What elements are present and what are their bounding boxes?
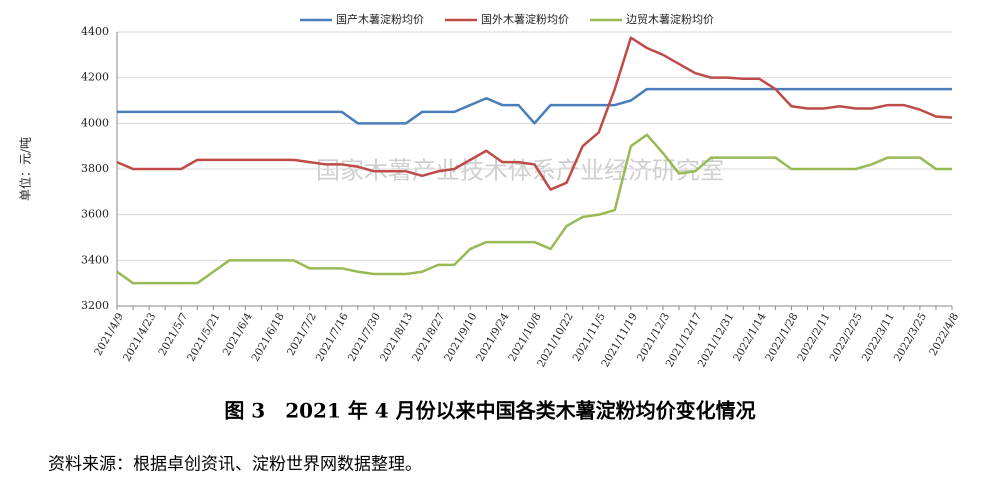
x-tick-label: 2021/4/9: [92, 311, 126, 358]
x-tick-label: 2021/7/16: [314, 311, 351, 364]
legend-label: 边贸木薯淀粉均价: [626, 12, 714, 26]
x-tick-label: 2021/5/7: [156, 311, 190, 358]
x-tick-label: 2022/3/25: [892, 311, 929, 364]
legend-label: 国产木薯淀粉均价: [336, 12, 424, 26]
series-line: [117, 87, 952, 125]
x-tick-label: 2021/8/13: [378, 311, 415, 364]
x-tick-label: 2021/10/8: [506, 311, 543, 364]
x-tick-label: 2021/6/18: [249, 311, 286, 364]
x-tick-label: 2021/4/23: [121, 311, 158, 364]
x-tick-label: 2021/12/3: [635, 311, 672, 364]
y-tick-label: 4000: [81, 116, 109, 129]
x-tick-label: 2022/1/14: [731, 311, 768, 364]
y-tick-label: 4200: [81, 71, 109, 84]
x-tick-label: 2021/5/21: [185, 311, 222, 364]
y-tick-label: 3200: [81, 299, 109, 312]
series-line: [116, 36, 953, 191]
x-tick-label: 2021/9/24: [474, 311, 511, 364]
y-tick-label: 3400: [81, 253, 109, 266]
series-line: [116, 133, 952, 285]
legend-label: 国外木薯淀粉均价: [481, 12, 569, 26]
x-tick-label: 2022/2/11: [795, 311, 832, 364]
x-tick-label: 2022/3/11: [860, 311, 897, 364]
x-tick-label: 2021/11/5: [571, 311, 608, 364]
x-tick-label: 2021/9/10: [442, 311, 479, 364]
x-tick-label: 2022/2/25: [828, 311, 865, 364]
x-tick-label: 2022/4/8: [927, 311, 961, 358]
y-tick-label: 4400: [81, 25, 109, 38]
y-tick-label: 3600: [81, 208, 109, 221]
source-note: 资料来源：根据卓创资讯、淀粉世界网数据整理。: [48, 455, 422, 475]
x-tick-label: 2021/6/4: [221, 311, 255, 358]
x-tick-label: 2021/7/30: [346, 311, 383, 364]
y-tick-label: 3800: [81, 162, 109, 175]
x-tick-label: 2021/7/2: [285, 311, 319, 358]
y-axis-title: 单位：元/吨: [18, 137, 33, 201]
x-tick-label: 2021/8/27: [410, 311, 447, 364]
caption: 图 3 2021 年 4 月份以来中国各类木薯淀粉均价变化情况: [224, 399, 755, 423]
x-tick-label: 2022/1/28: [763, 311, 800, 364]
